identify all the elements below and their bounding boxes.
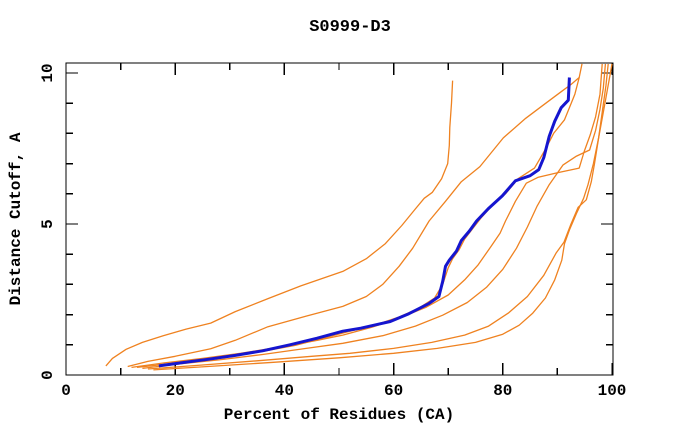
chart-title: S0999-D3 bbox=[309, 18, 391, 37]
orange-model-7-line bbox=[153, 63, 613, 371]
x-tick-label: 60 bbox=[384, 382, 403, 400]
orange-model-2-line bbox=[127, 63, 583, 368]
orange-model-4-line bbox=[131, 63, 603, 369]
x-tick-label: 0 bbox=[61, 382, 71, 400]
x-tick-label: 80 bbox=[493, 382, 512, 400]
y-axis-label: Distance Cutoff, A bbox=[7, 132, 25, 305]
x-tick-label: 100 bbox=[598, 382, 627, 400]
orange-model-3-line bbox=[136, 77, 580, 369]
y-tick-label: 0 bbox=[39, 370, 57, 380]
x-tick-label: 40 bbox=[275, 382, 294, 400]
tick-labels: 0 20 40 60 80 100 0 5 10 bbox=[39, 63, 626, 400]
data-series-lines bbox=[105, 63, 613, 371]
y-tick-label: 10 bbox=[39, 63, 57, 82]
orange-model-6-line bbox=[147, 63, 609, 370]
orange-model-1-line bbox=[105, 80, 454, 367]
x-tick-label: 20 bbox=[166, 382, 185, 400]
orange-model-5-line bbox=[142, 63, 607, 370]
x-axis-label: Percent of Residues (CA) bbox=[224, 406, 454, 424]
y-tick-label: 5 bbox=[39, 219, 57, 229]
blue-highlight-model-line bbox=[158, 77, 571, 368]
